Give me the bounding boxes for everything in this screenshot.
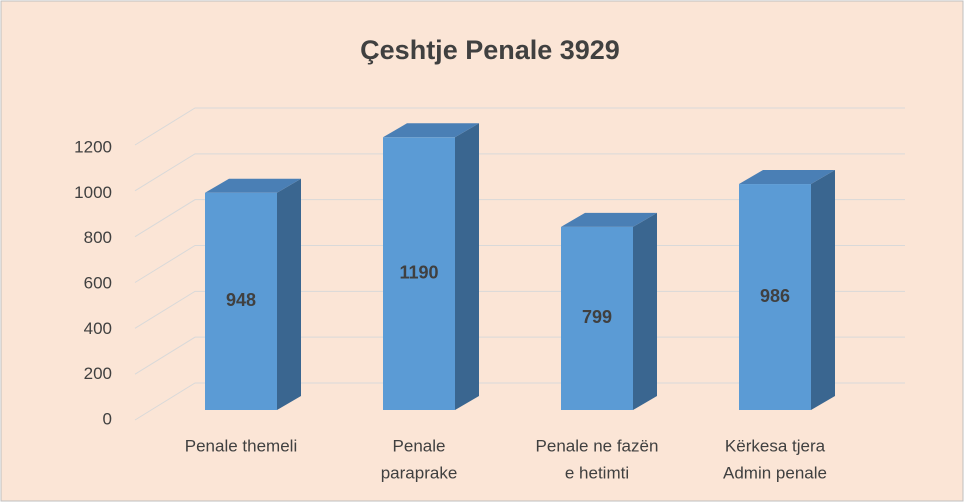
grid-line <box>134 107 905 146</box>
y-tick-label: 800 <box>84 228 112 247</box>
y-tick-label: 400 <box>84 319 112 338</box>
grid-line <box>134 153 905 192</box>
x-tick-label: e hetimti <box>565 463 629 482</box>
bar <box>383 137 455 410</box>
bar-side <box>811 170 835 410</box>
bar-top <box>739 170 835 185</box>
bar-side <box>455 123 479 411</box>
x-tick-label: Penale <box>393 436 446 455</box>
bar-top <box>205 178 301 193</box>
bar-top <box>383 123 479 138</box>
grid-line <box>134 382 905 421</box>
grid-line <box>134 199 905 238</box>
data-label: 948 <box>226 290 256 310</box>
x-tick-label: paraprake <box>381 463 458 482</box>
y-tick-label: 600 <box>84 273 112 292</box>
bar-side <box>633 212 657 410</box>
x-tick-label: Kërkesa tjera <box>725 436 826 455</box>
y-tick-label: 1200 <box>74 137 112 156</box>
chart-title: Çeshtje Penale 3929 <box>360 35 620 65</box>
y-tick-label: 1000 <box>74 183 112 202</box>
y-tick-label: 0 <box>103 409 112 428</box>
bar-top <box>561 212 657 227</box>
grid-line <box>134 290 905 329</box>
x-tick-label: Penale themeli <box>185 436 297 455</box>
bar <box>739 184 811 410</box>
bar <box>561 226 633 410</box>
data-label: 1190 <box>399 262 438 282</box>
y-tick-label: 200 <box>84 364 112 383</box>
x-tick-label: Penale ne fazën <box>536 436 659 455</box>
grid-line <box>134 336 905 375</box>
bar-side <box>277 178 301 410</box>
x-tick-label: Admin penale <box>723 463 827 482</box>
data-label: 799 <box>582 307 612 327</box>
bar <box>205 192 277 410</box>
grid-line <box>134 245 905 283</box>
data-label: 986 <box>760 286 790 306</box>
